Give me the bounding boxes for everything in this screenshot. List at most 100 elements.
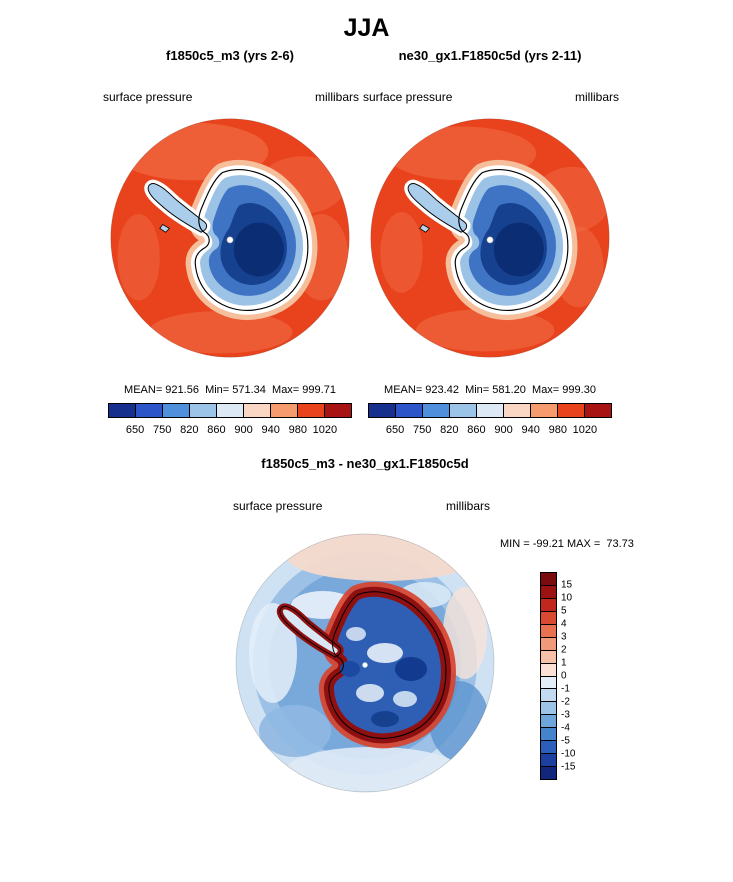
colorbar-segment [541,675,556,689]
colorbar-segment [449,404,476,417]
colorbar-tick-label: 980 [548,424,567,436]
colorbar-segment [541,623,556,637]
colorbar-tick-label: -1 [561,683,570,695]
colorbar-tick-label: -5 [561,735,570,747]
units-label: millibars [574,90,619,104]
colorbar-segment [162,404,189,417]
coastline [328,591,447,739]
colorbar-tick-label: 650 [385,424,405,436]
panel-left-title: f1850c5_m3 (yrs 2-6) [166,48,294,63]
colorbar-segment [541,662,556,676]
colorbar-tick-label: 650 [125,424,145,436]
colorbar-segment [541,753,556,767]
colorbar-segment [541,649,556,663]
map-right [370,118,610,358]
colorbar-segment [541,714,556,728]
colorbar-tick-label: 940 [521,424,540,436]
field-label: surface pressure [233,499,323,513]
island [419,224,431,233]
diff-mid-patch [259,705,331,757]
colorbar-segment [109,404,135,417]
interior-white-patch [393,691,417,707]
map-boundary [235,533,495,793]
colorbar-tick-label: 1 [561,657,567,669]
colorbar-tick-label: -4 [561,722,570,734]
peninsula-coastline [279,605,342,658]
ocean-shade [148,311,293,354]
colorbar-segment [541,740,556,754]
colorbar-tick-label: 3 [561,631,567,643]
colorbar-diff [540,572,557,780]
interior-navy-patch [371,711,399,727]
interior-navy-patch [395,657,427,681]
island [159,224,171,233]
colorbar-right-labels: 650 750 820 860 900 940 980 1020 [368,424,612,438]
stats-diff: MIN = -99.21 MAX = 73.73 [500,538,634,550]
coastline [194,169,309,312]
diff-continent-group [276,581,456,749]
units-label: millibars [445,499,490,513]
diff-pale-patch [249,603,297,703]
map-right-content [370,118,610,358]
colorbar-segment [541,573,556,585]
map-boundary [370,118,610,358]
ocean-shade [415,309,555,352]
antarctic-peninsula [407,183,468,233]
stats-left: MEAN= 921.56 Min= 571.34 Max= 999.71 [124,384,336,396]
colorbar-segment [541,701,556,715]
colorbar-segment [541,688,556,702]
colorbar-segment [216,404,243,417]
colorbar-segment [503,404,530,417]
colorbar-segment [297,404,324,417]
panel-right-label-row: surface pressure millibars [363,90,619,104]
antarctic-peninsula [147,183,208,233]
colorbar-tick-label: 10 [561,592,573,604]
colorbar-segment [243,404,270,417]
stats-right: MEAN= 923.42 Min= 581.20 Max= 999.30 [384,384,596,396]
colorbar-tick-label: 860 [467,424,486,436]
colorbar-tick-label: -3 [561,709,570,721]
colorbar-tick-label: 0 [561,670,567,682]
colorbar-left-labels: 650 750 820 860 900 940 980 1020 [108,424,352,438]
interior-white-patch [367,643,403,663]
panel-left-label-row: surface pressure millibars [103,90,359,104]
colorbar-segment [557,404,584,417]
map-left-content [110,118,350,358]
colorbar-segment [476,404,503,417]
field-label: surface pressure [363,90,453,104]
units-label: millibars [314,90,359,104]
colorbar-segment [189,404,216,417]
colorbar-segment [422,404,449,417]
colorbar-left [108,403,352,418]
interior-white-patch [346,627,366,641]
colorbar-segment [530,404,557,417]
antarctica-core-dark [233,222,284,277]
colorbar-tick-label: 15 [561,579,573,591]
coastline [454,169,569,312]
colorbar-segment [395,404,422,417]
interior-navy-patch [340,661,360,677]
map-diff-content [236,534,494,792]
colorbar-tick-label: 820 [180,424,199,436]
map-boundary [110,118,350,358]
colorbar-tick-label: 750 [153,424,172,436]
colorbar-segment [270,404,297,417]
field-label: surface pressure [103,90,193,104]
map-left [110,118,350,358]
colorbar-tick-label: -15 [561,761,576,773]
colorbar-segment [541,636,556,650]
colorbar-segment [541,610,556,624]
interior-white-patch [356,684,384,702]
colorbar-tick-label: 2 [561,644,567,656]
colorbar-tick-label: 900 [494,424,513,436]
colorbar-tick-label: 750 [413,424,432,436]
panel-diff-label-row: surface pressure millibars [233,499,490,513]
colorbar-segment [324,404,351,417]
pole-marker-icon [486,236,494,244]
colorbar-segment [584,404,611,417]
colorbar-tick-label: 820 [440,424,459,436]
pole-marker-icon [226,236,234,244]
pole-marker-icon [362,662,368,668]
figure-title: JJA [343,14,390,42]
diff-pink-arc [287,534,479,581]
